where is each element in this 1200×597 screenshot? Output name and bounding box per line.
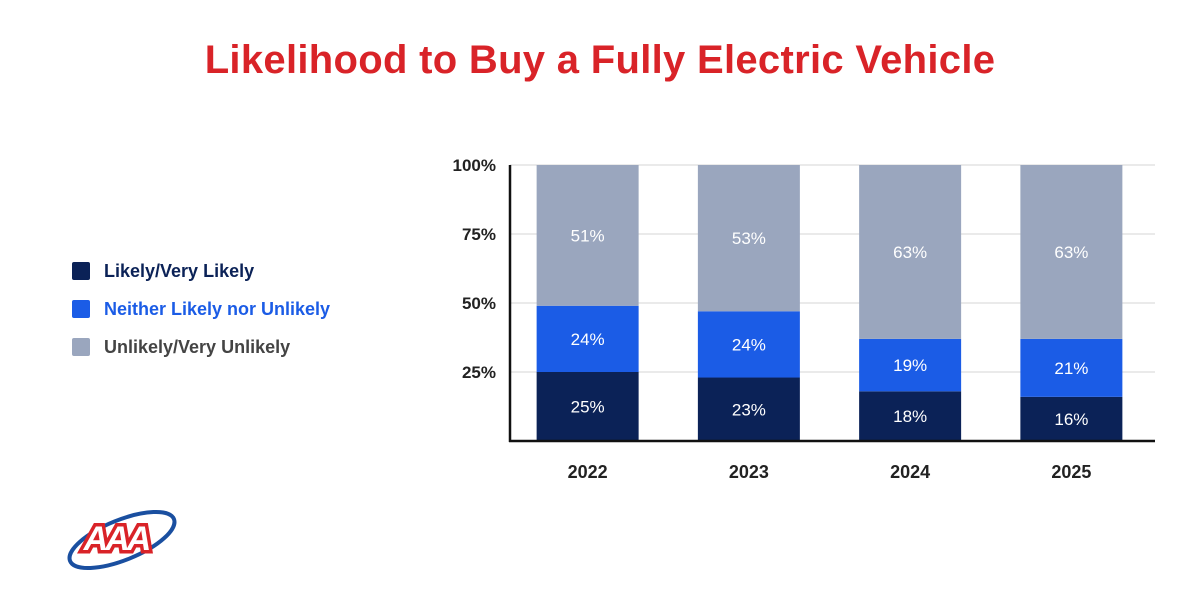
- data-label: 19%: [893, 356, 927, 375]
- bar-segment: [859, 391, 962, 441]
- data-label: 63%: [893, 243, 927, 262]
- legend-swatch-neither: [72, 300, 90, 318]
- x-tick-label: 2024: [890, 462, 930, 482]
- data-label: 18%: [893, 407, 927, 426]
- data-label: 63%: [1054, 243, 1088, 262]
- bar-segment: [697, 377, 800, 441]
- bar-segment: [536, 372, 639, 441]
- data-label: 51%: [571, 226, 605, 245]
- y-tick-label: 25%: [462, 363, 496, 382]
- bar-segment: [697, 311, 800, 378]
- aaa-logo: AAA: [67, 510, 177, 570]
- chart-title: Likelihood to Buy a Fully Electric Vehic…: [204, 38, 996, 82]
- bar-segment: [859, 165, 962, 339]
- logo-text: AAA: [83, 520, 150, 558]
- data-label: 23%: [732, 400, 766, 419]
- legend-label-unlikely: Unlikely/Very Unlikely: [104, 336, 291, 357]
- legend-item-likely: Likely/Very Likely: [72, 252, 330, 290]
- data-label: 16%: [1054, 410, 1088, 429]
- y-tick-label: 100%: [453, 156, 496, 175]
- data-label: 24%: [732, 335, 766, 354]
- legend-swatch-likely: [72, 262, 90, 280]
- bar-segment: [536, 165, 639, 306]
- bar-segment: [1020, 338, 1123, 397]
- bar-segment: [697, 165, 800, 312]
- x-tick-label: 2022: [568, 462, 608, 482]
- legend-label-likely: Likely/Very Likely: [104, 260, 255, 281]
- logo-swoosh: [67, 510, 177, 570]
- bar-segment: [1020, 396, 1123, 441]
- bar-segment: [859, 338, 962, 392]
- data-label: 53%: [732, 229, 766, 248]
- x-tick-label: 2023: [729, 462, 769, 482]
- data-label: 21%: [1054, 359, 1088, 378]
- x-tick-label: 2025: [1051, 462, 1091, 482]
- data-label: 24%: [571, 330, 605, 349]
- bar-segment: [536, 305, 639, 372]
- legend: Likely/Very Likely Neither Likely nor Un…: [72, 252, 330, 366]
- legend-item-neither: Neither Likely nor Unlikely: [72, 290, 330, 328]
- legend-item-unlikely: Unlikely/Very Unlikely: [72, 328, 330, 366]
- y-tick-label: 50%: [462, 294, 496, 313]
- legend-swatch-unlikely: [72, 338, 90, 356]
- y-tick-label: 75%: [462, 225, 496, 244]
- legend-label-neither: Neither Likely nor Unlikely: [104, 298, 331, 319]
- bar-segment: [1020, 165, 1123, 339]
- data-label: 25%: [571, 398, 605, 417]
